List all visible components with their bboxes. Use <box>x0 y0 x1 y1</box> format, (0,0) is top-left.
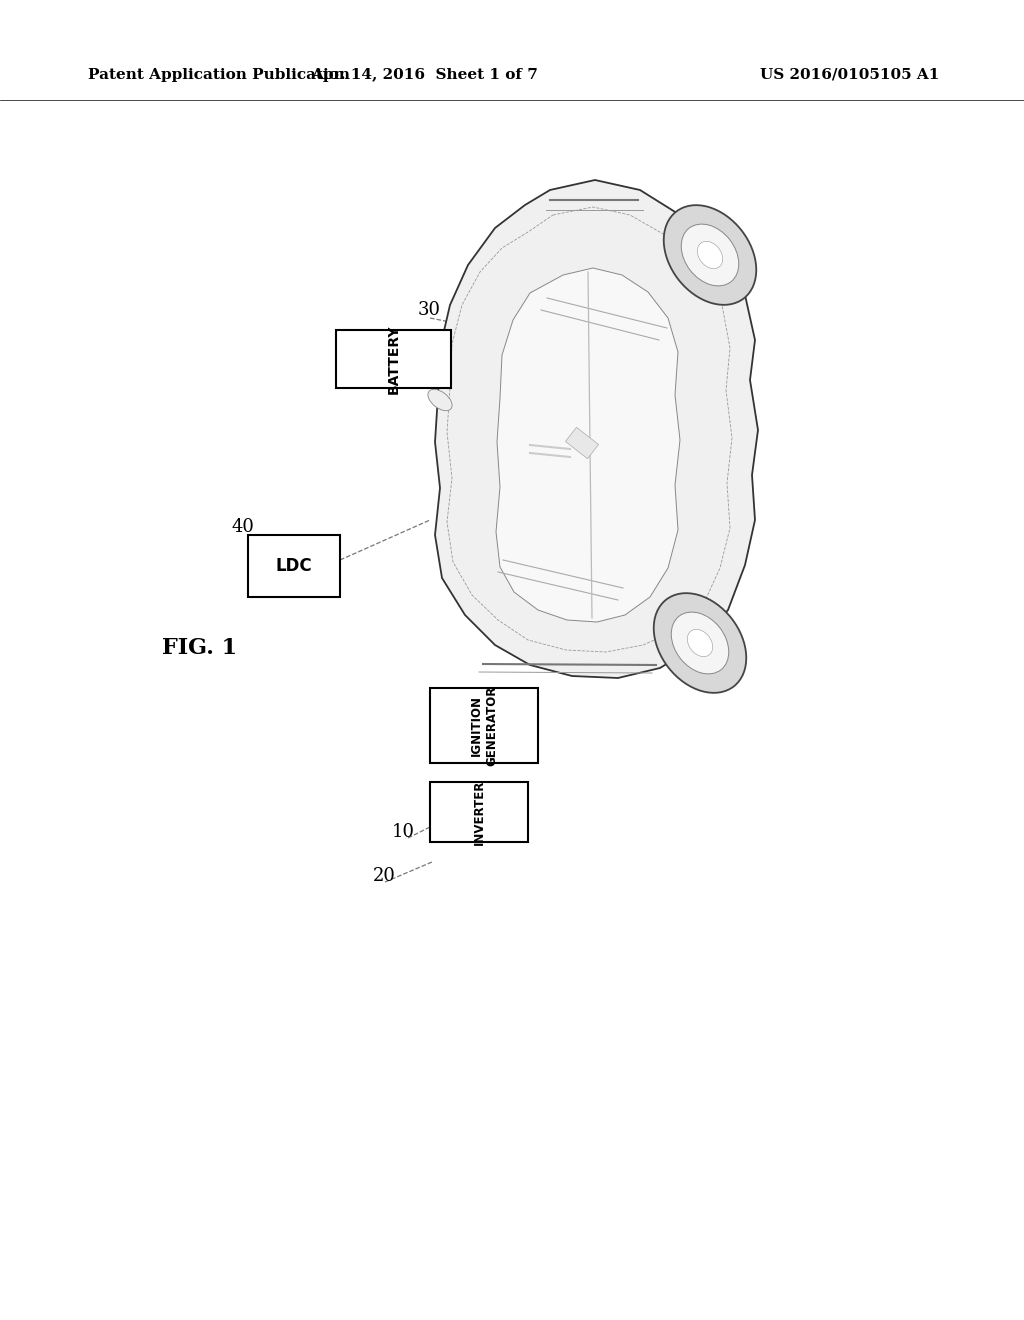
Ellipse shape <box>697 242 723 269</box>
Text: LDC: LDC <box>275 557 312 576</box>
Text: 20: 20 <box>373 867 396 884</box>
Text: 30: 30 <box>418 301 441 319</box>
Bar <box>430 688 538 763</box>
Text: IGNITION
GENERATOR: IGNITION GENERATOR <box>470 685 498 766</box>
Text: 10: 10 <box>392 822 415 841</box>
Bar <box>336 330 451 388</box>
Text: INVERTER: INVERTER <box>472 779 485 845</box>
Polygon shape <box>435 180 758 678</box>
Ellipse shape <box>428 389 452 411</box>
Ellipse shape <box>672 612 729 675</box>
Text: FIG. 1: FIG. 1 <box>162 638 238 659</box>
Polygon shape <box>496 268 680 622</box>
Text: Apr. 14, 2016  Sheet 1 of 7: Apr. 14, 2016 Sheet 1 of 7 <box>311 69 539 82</box>
Bar <box>430 781 528 842</box>
Bar <box>565 428 599 459</box>
Ellipse shape <box>687 630 713 656</box>
Text: Patent Application Publication: Patent Application Publication <box>88 69 350 82</box>
Bar <box>248 535 340 597</box>
Text: BATTERY: BATTERY <box>386 325 400 393</box>
Text: US 2016/0105105 A1: US 2016/0105105 A1 <box>760 69 940 82</box>
Ellipse shape <box>664 205 757 305</box>
Ellipse shape <box>653 593 746 693</box>
Ellipse shape <box>681 224 738 286</box>
Text: 40: 40 <box>232 517 255 536</box>
